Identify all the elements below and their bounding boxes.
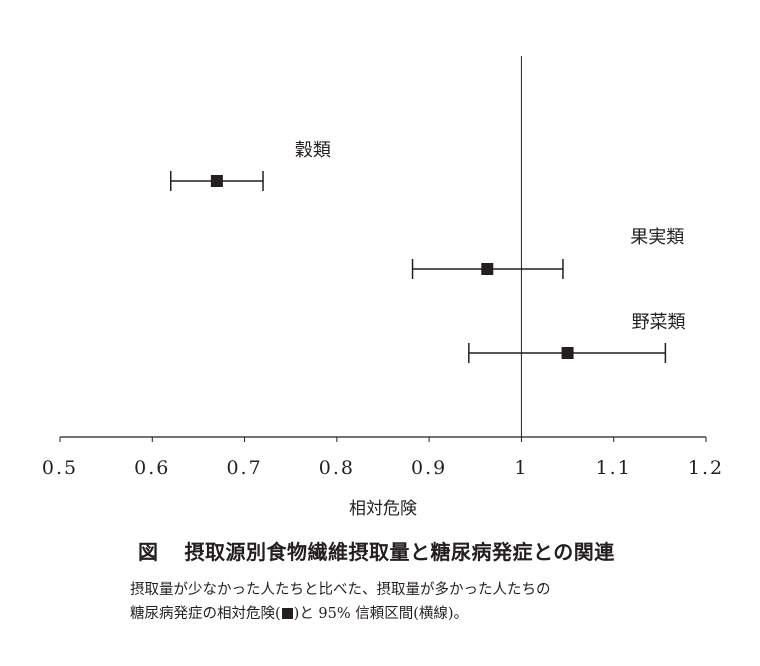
caption-line-2-end: )と 95% 信頼区間(横線)。 [293,606,469,622]
caption-line-1: 摂取量が少なかった人たちと比べた、摂取量が多かった人たちの [130,582,551,598]
estimate-row: 穀類 [169,140,331,191]
x-tick-label: 1.2 [688,457,724,479]
x-tick-label: 0.5 [42,457,78,479]
figure-caption-body: 摂取量が少なかった人たちと比べた、摂取量が多かった人たちの 糖尿病発症の相対危険… [130,578,551,626]
x-tick-label: 0.6 [134,457,170,479]
estimate-row: 野菜類 [468,312,686,363]
x-tick-label: 0.7 [226,457,262,479]
category-label: 果実類 [630,227,684,248]
estimate-row: 果実類 [411,227,684,279]
square-marker-icon [281,608,293,619]
estimate-marker [210,175,223,187]
estimate-marker [561,347,574,359]
estimate-marker [481,263,494,275]
figure-title: 摂取源別食物繊維摂取量と糖尿病発症との関連 [184,540,615,564]
caption-line-2-start: 糖尿病発症の相対危険( [130,606,281,622]
figure-label: 図 [138,540,159,564]
x-tick-label: 0.8 [319,457,355,479]
figure-caption-title: 図 摂取源別食物繊維摂取量と糖尿病発症との関連 [138,536,615,565]
category-label: 野菜類 [632,312,686,333]
caption-line-2: 糖尿病発症の相対危険( )と 95% 信頼区間(横線)。 [130,602,551,626]
x-tick-label: 0.9 [411,457,447,479]
x-tick-label: 1.1 [596,457,632,479]
x-axis-ticks: 0.5 0.6 0.7 0.8 0.9 1 1.1 1.2 [42,437,724,479]
x-axis-label: 相対危険 [349,499,417,519]
x-tick-label: 1 [514,457,528,479]
category-label: 穀類 [295,140,331,161]
